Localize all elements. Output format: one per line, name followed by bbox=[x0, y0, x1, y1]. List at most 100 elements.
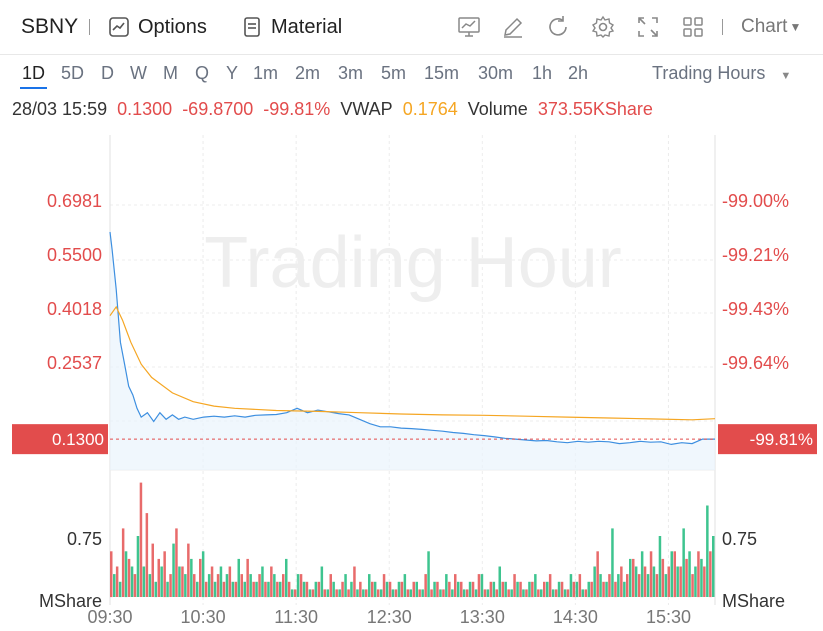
volume-bar-up bbox=[267, 581, 270, 598]
options-label: Options bbox=[138, 15, 207, 38]
layout-grid-icon[interactable] bbox=[680, 14, 706, 40]
volume-bar-up bbox=[492, 581, 496, 598]
volume-bar-up bbox=[623, 581, 626, 598]
volume-bar-down bbox=[566, 589, 570, 597]
chart-line-icon[interactable] bbox=[456, 14, 482, 40]
volume-bar-down bbox=[626, 574, 629, 597]
period-1d[interactable]: 1D bbox=[19, 55, 48, 91]
volume-bar-down bbox=[222, 581, 226, 598]
trading-hours-dropdown[interactable]: Trading Hours ▼ bbox=[652, 55, 791, 91]
period-5d[interactable]: 5D bbox=[61, 63, 85, 83]
volume-bar-up bbox=[213, 581, 217, 598]
volume-bar-up bbox=[534, 574, 537, 597]
period-1h[interactable]: 1h bbox=[532, 63, 553, 83]
period-q[interactable]: Q bbox=[195, 63, 210, 83]
volume-unit-left: MShare bbox=[39, 591, 102, 611]
volume-bar-down bbox=[347, 589, 350, 597]
volume-bar-down bbox=[608, 574, 611, 597]
x-tick: 10:30 bbox=[181, 607, 226, 627]
volume-bar-down bbox=[525, 589, 528, 597]
volume-bar-down bbox=[430, 589, 433, 597]
volume-bar-up bbox=[225, 574, 229, 597]
caret-down-icon: ▼ bbox=[780, 70, 792, 82]
volume-bar-down bbox=[371, 581, 374, 598]
volume-bar-down bbox=[234, 581, 238, 598]
period-m[interactable]: M bbox=[163, 63, 178, 83]
volume-bar-up bbox=[124, 551, 128, 598]
quote-change: -69.8700 bbox=[182, 99, 254, 119]
volume-bar-up bbox=[457, 581, 460, 598]
period-y[interactable]: Y bbox=[226, 63, 239, 83]
volume-bar-up bbox=[516, 581, 519, 598]
settings-gear-icon[interactable] bbox=[590, 14, 616, 40]
pencil-icon[interactable] bbox=[500, 14, 526, 40]
volume-bar-down bbox=[709, 551, 712, 598]
period-d[interactable]: D bbox=[101, 63, 114, 83]
volume-unit-right: MShare bbox=[722, 591, 785, 611]
volume-bar-down bbox=[394, 589, 398, 597]
document-icon bbox=[241, 16, 263, 38]
period-5m[interactable]: 5m bbox=[381, 63, 407, 83]
x-tick: 11:30 bbox=[274, 607, 318, 627]
chart-type-dropdown[interactable]: Chart ▼ bbox=[741, 0, 801, 54]
volume-bar-down bbox=[139, 482, 143, 597]
toolbar-divider bbox=[89, 19, 90, 35]
period-30m[interactable]: 30m bbox=[478, 63, 514, 83]
volume-bar-up bbox=[462, 589, 466, 597]
volume-bar-up bbox=[273, 574, 276, 597]
volume-bar-down bbox=[382, 574, 386, 597]
volume-bar-up bbox=[563, 589, 567, 597]
options-button[interactable]: Options bbox=[108, 0, 207, 54]
volume-bar-down bbox=[204, 581, 208, 598]
volume-bar-down bbox=[483, 589, 487, 597]
volume-bar-up bbox=[285, 558, 288, 597]
intraday-chart[interactable]: Trading Hour 0.1300 -99.81% 0.6981 0.5500 0.4… bbox=[0, 135, 823, 631]
y-tick-left: 0.2537 bbox=[47, 353, 102, 373]
period-15m[interactable]: 15m bbox=[424, 63, 460, 83]
current-price-tag-label: 0.1300 bbox=[52, 430, 104, 449]
volume-bar-down bbox=[679, 566, 682, 597]
volume-bar-up bbox=[670, 551, 673, 598]
volume-bar-down bbox=[127, 558, 131, 597]
volume-bar-up bbox=[700, 558, 703, 597]
period-2h[interactable]: 2h bbox=[568, 63, 589, 83]
volume-bar-down bbox=[643, 566, 647, 597]
volume-bar-down bbox=[199, 558, 202, 597]
volume-bar-down bbox=[258, 574, 261, 597]
volume-bar-up bbox=[196, 581, 199, 598]
volume-bar-up bbox=[629, 558, 632, 597]
period-2m[interactable]: 2m bbox=[295, 63, 321, 83]
price-area bbox=[110, 232, 715, 470]
vwap-label: VWAP bbox=[340, 99, 393, 119]
volume-bar-down bbox=[163, 551, 166, 598]
y-tick-right: -99.64% bbox=[722, 353, 789, 373]
top-toolbar: SBNY Options Material Chart ▼ bbox=[0, 0, 823, 55]
volume-bar-up bbox=[480, 574, 484, 597]
volume-bar-up bbox=[231, 581, 235, 598]
volume-bar-up bbox=[261, 566, 264, 597]
volume-bar-up bbox=[522, 589, 525, 597]
volume-bar-up bbox=[468, 581, 472, 598]
symbol-label[interactable]: SBNY bbox=[21, 15, 79, 38]
volume-bar-down bbox=[151, 543, 154, 597]
volume-bar-down bbox=[252, 581, 255, 598]
period-1m[interactable]: 1m bbox=[253, 63, 279, 83]
volume-bar-down bbox=[501, 581, 504, 598]
refresh-icon[interactable] bbox=[545, 14, 571, 40]
x-tick: 15:30 bbox=[646, 607, 691, 627]
volume-bar-up bbox=[593, 566, 596, 597]
period-w[interactable]: W bbox=[130, 63, 147, 83]
volume-bar-down bbox=[572, 581, 576, 598]
volume-bar-down bbox=[115, 566, 119, 597]
volume-bar-up bbox=[368, 574, 371, 597]
volume-bar-down bbox=[287, 581, 291, 598]
volume-bar-down bbox=[311, 589, 315, 597]
fullscreen-icon[interactable] bbox=[635, 14, 661, 40]
material-button[interactable]: Material bbox=[241, 0, 342, 54]
volume-bar-down bbox=[531, 581, 534, 598]
volume-value: 373.55KShare bbox=[537, 99, 653, 119]
volume-bar-down bbox=[637, 574, 641, 597]
volume-bar-down bbox=[424, 574, 427, 597]
volume-bar-down bbox=[335, 589, 338, 597]
period-3m[interactable]: 3m bbox=[338, 63, 364, 83]
